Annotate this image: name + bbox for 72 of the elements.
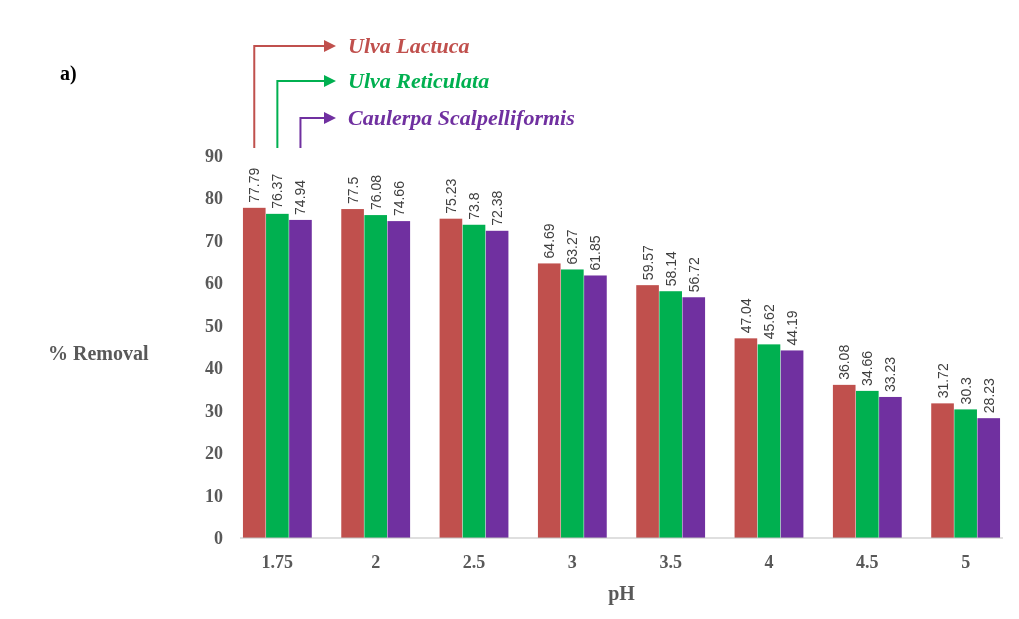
bar [289, 219, 312, 538]
x-tick-label: 4 [764, 552, 774, 572]
bar [780, 350, 804, 538]
y-tick-label: 80 [205, 188, 223, 209]
x-tick-label: 1.75 [261, 552, 294, 572]
bar [954, 409, 977, 538]
y-tick-label: 30 [205, 400, 223, 421]
legend-label: Caulerpa Scalpelliformis [348, 105, 575, 130]
data-label: 73.8 [466, 192, 483, 220]
y-tick-label: 60 [205, 273, 223, 294]
data-label: 45.62 [760, 304, 777, 340]
bar [636, 285, 659, 538]
data-label: 75.23 [442, 178, 459, 214]
data-label: 44.19 [784, 310, 801, 346]
y-tick-label: 0 [214, 528, 223, 548]
data-label: 34.66 [859, 350, 876, 386]
data-label: 77.5 [344, 176, 361, 205]
data-label: 28.23 [980, 377, 997, 414]
bar [341, 209, 364, 538]
y-tick-label: 10 [205, 485, 223, 506]
data-label: 64.69 [541, 223, 558, 259]
data-label: 56.72 [685, 257, 702, 293]
x-tick-label: 5 [961, 552, 971, 572]
y-tick-label: 40 [205, 358, 223, 379]
bar [387, 221, 411, 538]
bar [931, 403, 954, 538]
bar [242, 207, 266, 538]
data-label: 61.85 [587, 235, 604, 271]
data-label: 31.72 [934, 363, 951, 399]
y-tick-label: 50 [205, 315, 223, 336]
bar [439, 218, 463, 538]
bar [584, 275, 607, 538]
data-label: 76.08 [367, 174, 384, 211]
data-label: 63.27 [564, 229, 581, 265]
x-tick-label: 3.5 [659, 552, 682, 572]
bar [266, 213, 289, 538]
data-label: 72.38 [489, 190, 506, 226]
data-label: 76.37 [269, 173, 286, 209]
x-tick-label: 2.5 [462, 552, 486, 572]
data-label: 77.79 [246, 167, 263, 203]
legend-label: Ulva Lactuca [348, 33, 470, 58]
bar [561, 269, 584, 538]
data-label: 59.57 [639, 244, 656, 281]
y-tick-label: 20 [205, 443, 223, 464]
bar [757, 344, 781, 538]
text: a) [60, 62, 77, 85]
data-label: 36.08 [836, 344, 853, 380]
bar [832, 384, 856, 538]
bar [977, 418, 1001, 538]
y-tick-label: 90 [205, 146, 223, 166]
x-tick-label: 2 [371, 552, 381, 572]
bar [537, 263, 561, 538]
data-label: 74.94 [292, 179, 309, 215]
data-label: 58.14 [662, 250, 679, 287]
y-axis-title: % Removal [48, 342, 149, 364]
bar [734, 338, 758, 538]
bar [364, 215, 388, 538]
data-label: 33.23 [882, 356, 899, 392]
bar [485, 230, 509, 538]
data-label: 47.04 [737, 298, 754, 334]
y-tick-label: 70 [205, 230, 223, 251]
bar [682, 297, 706, 538]
x-tick-label: 3 [567, 552, 577, 572]
data-label: 30.3 [957, 376, 974, 405]
x-axis-title: pH [608, 582, 636, 605]
data-label: 74.66 [390, 180, 407, 217]
bar [659, 291, 682, 538]
bar [879, 396, 902, 538]
x-tick-label: 4.5 [856, 552, 879, 572]
bar [856, 390, 879, 538]
legend-label: Ulva Reticulata [348, 68, 490, 93]
bar [462, 224, 486, 538]
